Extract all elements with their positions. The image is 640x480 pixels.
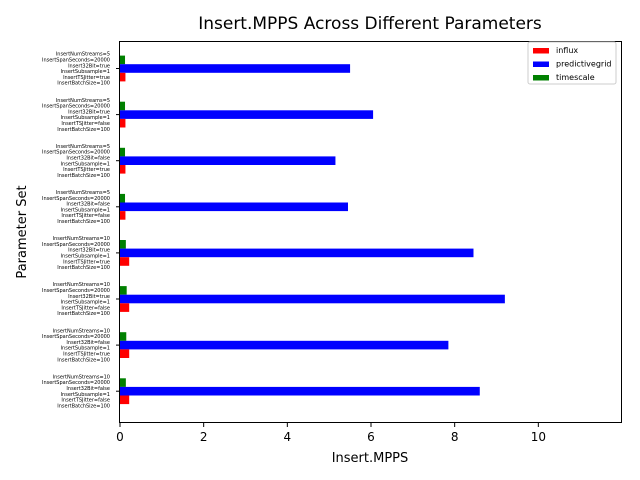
y-tick-label: InsertNumStreams=5 — [56, 52, 110, 58]
y-tick-label: InsertNumStreams=5 — [56, 190, 110, 196]
y-tick-label: InsertTSJitter=true — [63, 259, 110, 265]
x-tick-label: 10 — [531, 430, 546, 444]
y-tick-label: InsertTSJitter=false — [61, 398, 110, 404]
y-tick-label: Insert32Bit=true — [68, 63, 110, 69]
chart-title: Insert.MPPS Across Different Parameters — [198, 14, 542, 34]
bar-influx-5 — [120, 257, 130, 266]
y-tick-label: InsertBatchSize=100 — [57, 403, 110, 409]
y-tick-label: InsertTSJitter=true — [63, 167, 110, 173]
x-axis-ticks: 0 2 4 6 8 10 — [116, 423, 546, 444]
y-tick-label: InsertTSJitter=false — [61, 121, 110, 127]
y-tick-label: InsertTSJitter=false — [61, 305, 110, 311]
bar-timescale-5 — [120, 240, 126, 249]
y-tick-label: InsertSubsample=1 — [61, 392, 110, 398]
y-tick-label: Insert32Bit=true — [68, 294, 110, 300]
y-tick-label: InsertSubsample=1 — [61, 161, 110, 167]
legend: influx predictivegrid timescale — [527, 41, 617, 85]
y-tick-label: InsertNumStreams=5 — [56, 98, 110, 104]
x-tick-label: 4 — [284, 430, 292, 444]
legend-swatch-influx — [533, 48, 549, 54]
bar-predictivegrid-2 — [120, 110, 374, 119]
x-tick-label: 8 — [451, 430, 459, 444]
y-tick-label: InsertSubsample=1 — [61, 115, 110, 121]
y-tick-label: Insert32Bit=false — [66, 156, 110, 162]
legend-label-timescale: timescale — [556, 73, 595, 82]
y-tick-label: InsertSubsample=1 — [61, 254, 110, 260]
y-tick-label: InsertSpanSeconds=20000 — [42, 104, 110, 110]
y-tick-label: InsertBatchSize=100 — [57, 265, 110, 271]
bar-timescale-4 — [120, 193, 126, 203]
x-tick-label: 0 — [116, 430, 124, 444]
bar-influx-6 — [120, 303, 130, 312]
legend-swatch-timescale — [533, 75, 549, 81]
y-tick-label: InsertBatchSize=100 — [57, 127, 110, 133]
bar-timescale-2 — [120, 101, 126, 111]
plot-frame — [119, 41, 622, 423]
x-tick-label: 6 — [367, 430, 375, 444]
y-tick-label: InsertBatchSize=100 — [57, 81, 110, 87]
bar-predictivegrid-6 — [120, 294, 505, 304]
bar-influx-4 — [120, 211, 126, 220]
y-tick-label: Insert32Bit=true — [68, 109, 110, 115]
bar-timescale-8 — [120, 378, 126, 387]
y-tick-label: InsertSpanSeconds=20000 — [42, 288, 110, 294]
y-tick-label: InsertSubsample=1 — [61, 346, 110, 352]
bar-predictivegrid-5 — [120, 248, 474, 258]
y-tick-label: InsertNumStreams=10 — [53, 282, 110, 288]
y-tick-label: InsertBatchSize=100 — [57, 311, 110, 317]
bar-predictivegrid-7 — [120, 340, 449, 350]
bar-timescale-1 — [120, 55, 126, 65]
bar-predictivegrid-1 — [120, 64, 351, 73]
y-tick-label: InsertTSJitter=true — [63, 75, 110, 81]
y-tick-label: InsertSubsample=1 — [61, 69, 110, 75]
y-tick-label: InsertSubsample=1 — [61, 300, 110, 306]
y-tick-label: Insert32Bit=false — [66, 202, 110, 208]
y-tick-label: InsertTSJitter=false — [61, 213, 110, 219]
y-tick-label: Insert32Bit=false — [66, 386, 110, 392]
legend-box — [527, 41, 617, 85]
legend-label-predictivegrid: predictivegrid — [556, 60, 612, 69]
y-tick-label: InsertSpanSeconds=20000 — [42, 196, 110, 202]
y-tick-label: InsertSpanSeconds=20000 — [42, 334, 110, 340]
bar-predictivegrid-4 — [120, 202, 348, 212]
bars-group — [120, 55, 505, 405]
bar-timescale-3 — [120, 147, 126, 157]
y-tick-label: InsertBatchSize=100 — [57, 219, 110, 225]
y-tick-label: InsertNumStreams=10 — [53, 236, 110, 242]
y-axis-label: Parameter Set — [15, 185, 30, 278]
y-tick-label: InsertSpanSeconds=20000 — [42, 58, 110, 64]
x-tick-label: 2 — [200, 430, 208, 444]
y-tick-label: InsertSpanSeconds=20000 — [42, 380, 110, 386]
x-axis-label: Insert.MPPS — [332, 451, 409, 466]
y-axis-ticks: InsertNumStreams=5InsertSpanSeconds=2000… — [42, 52, 120, 409]
y-tick-label: InsertSubsample=1 — [61, 207, 110, 213]
bar-timescale-6 — [120, 286, 127, 295]
legend-swatch-predictivegrid — [533, 61, 549, 67]
bar-influx-8 — [120, 395, 130, 405]
bar-predictivegrid-8 — [120, 386, 480, 396]
y-tick-label: Insert32Bit=false — [66, 340, 110, 346]
y-tick-label: InsertNumStreams=5 — [56, 144, 110, 150]
y-tick-label: InsertTSJitter=true — [63, 352, 110, 358]
y-tick-label: InsertSpanSeconds=20000 — [42, 150, 110, 156]
bar-influx-1 — [120, 72, 126, 82]
y-tick-label: InsertSpanSeconds=20000 — [42, 242, 110, 248]
y-tick-label: InsertBatchSize=100 — [57, 357, 110, 363]
y-tick-label: InsertBatchSize=100 — [57, 173, 110, 179]
y-tick-label: Insert32Bit=true — [68, 248, 110, 254]
y-tick-label: InsertNumStreams=10 — [53, 328, 110, 334]
y-tick-label: InsertNumStreams=10 — [53, 374, 110, 380]
bar-influx-7 — [120, 349, 130, 358]
bar-timescale-7 — [120, 332, 127, 341]
legend-label-influx: influx — [556, 46, 578, 55]
bar-influx-2 — [120, 118, 126, 128]
bar-influx-3 — [120, 165, 126, 174]
bar-predictivegrid-3 — [120, 156, 336, 165]
